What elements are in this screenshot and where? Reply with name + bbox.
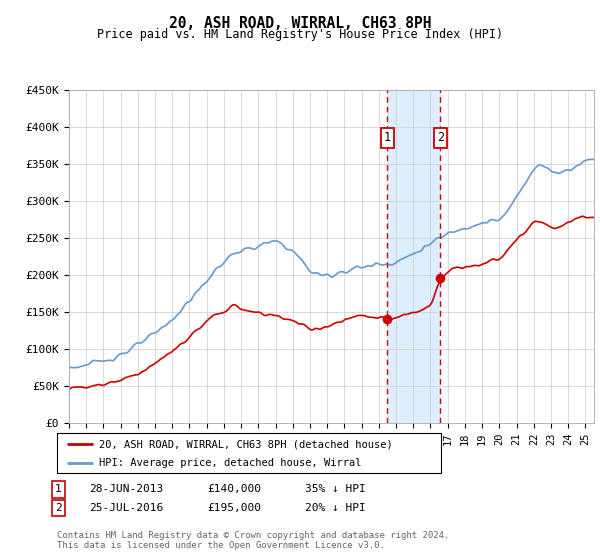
Text: £195,000: £195,000 <box>207 503 261 513</box>
Text: 20, ASH ROAD, WIRRAL, CH63 8PH (detached house): 20, ASH ROAD, WIRRAL, CH63 8PH (detached… <box>99 439 393 449</box>
Text: 28-JUN-2013: 28-JUN-2013 <box>89 484 163 494</box>
Text: 2: 2 <box>55 503 62 513</box>
Text: 25-JUL-2016: 25-JUL-2016 <box>89 503 163 513</box>
Text: Contains HM Land Registry data © Crown copyright and database right 2024.
This d: Contains HM Land Registry data © Crown c… <box>57 531 449 550</box>
Bar <box>388 90 440 423</box>
Text: 1: 1 <box>55 484 62 494</box>
Text: 35% ↓ HPI: 35% ↓ HPI <box>305 484 365 494</box>
Text: 2: 2 <box>437 131 444 144</box>
Text: 20% ↓ HPI: 20% ↓ HPI <box>305 503 365 513</box>
Text: 20, ASH ROAD, WIRRAL, CH63 8PH: 20, ASH ROAD, WIRRAL, CH63 8PH <box>169 16 431 31</box>
Text: HPI: Average price, detached house, Wirral: HPI: Average price, detached house, Wirr… <box>99 458 362 468</box>
Text: £140,000: £140,000 <box>207 484 261 494</box>
Text: 1: 1 <box>384 131 391 144</box>
FancyBboxPatch shape <box>57 433 441 473</box>
Text: Price paid vs. HM Land Registry's House Price Index (HPI): Price paid vs. HM Land Registry's House … <box>97 28 503 41</box>
